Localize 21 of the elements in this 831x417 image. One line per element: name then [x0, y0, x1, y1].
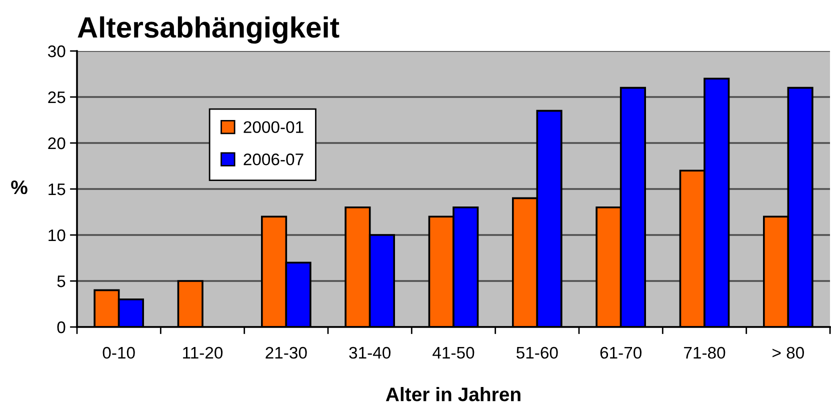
legend-label: 2000-01: [244, 121, 304, 134]
x-tick-label: 41-50: [432, 346, 474, 359]
chart-title: Altersabhängigkeit: [78, 16, 340, 44]
y-axis-title: %: [11, 180, 28, 194]
y-tick-label: 0: [57, 321, 66, 334]
x-tick-label: 11-20: [183, 346, 223, 359]
legend-label: 2006-07: [244, 154, 304, 166]
y-tick-label: 25: [48, 91, 66, 104]
y-tick-label: 15: [48, 184, 66, 196]
y-tick-label: 10: [48, 229, 66, 242]
y-tick-label: 20: [48, 137, 66, 150]
x-axis-title: Alter in Jahren: [386, 386, 520, 402]
x-tick-label: 61-70: [600, 346, 642, 359]
x-tick-label: > 80: [772, 346, 804, 359]
x-tick-label: 21-30: [266, 346, 307, 359]
x-tick-label: 31-40: [349, 346, 390, 359]
x-tick-label: 71-80: [684, 346, 726, 359]
x-tick-label: 0-10: [102, 346, 135, 359]
y-tick-label: 30: [48, 45, 66, 58]
x-tick-label: 51-60: [516, 346, 558, 359]
y-tick-label: 5: [57, 276, 66, 288]
